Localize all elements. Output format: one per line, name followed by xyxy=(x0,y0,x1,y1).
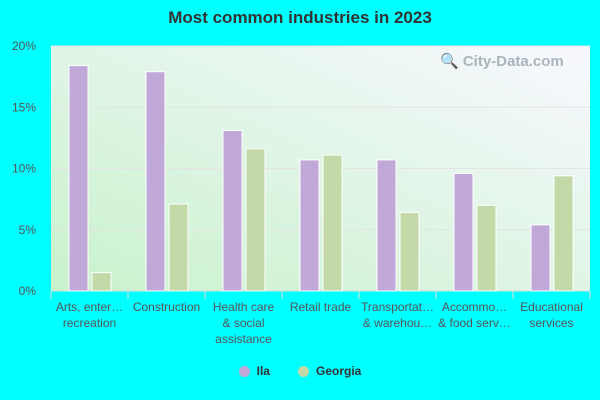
legend: Ila Georgia xyxy=(0,364,600,378)
y-tick-label: 0% xyxy=(19,284,37,298)
x-category-label: Transportat… xyxy=(361,300,434,314)
x-category-label: Health care xyxy=(213,300,275,314)
bar-ila[interactable] xyxy=(530,224,551,292)
x-category-label: Retail trade xyxy=(290,300,352,314)
y-tick-label: 15% xyxy=(12,100,36,114)
bar-ila[interactable] xyxy=(222,130,243,292)
bar-ila[interactable] xyxy=(299,159,320,292)
x-category-label: & food serv… xyxy=(438,316,511,330)
legend-item[interactable]: Ila xyxy=(238,364,270,378)
x-category-label: & social xyxy=(222,316,264,330)
y-tick-label: 5% xyxy=(19,223,37,237)
bar-georgia[interactable] xyxy=(322,154,343,292)
x-category-label: recreation xyxy=(63,316,116,330)
x-category-label: assistance xyxy=(215,332,272,346)
bar-ila[interactable] xyxy=(453,172,474,292)
legend-label: Georgia xyxy=(315,364,362,378)
x-category-label: Accommo… xyxy=(442,300,507,314)
legend-swatch xyxy=(297,365,309,377)
y-tick-label: 10% xyxy=(12,162,36,176)
bar-georgia[interactable] xyxy=(476,204,497,292)
x-category-label: Arts, enter… xyxy=(56,300,123,314)
bar-georgia[interactable] xyxy=(399,212,420,292)
legend-label: Ila xyxy=(256,364,270,378)
bar-georgia[interactable] xyxy=(168,203,189,292)
watermark: 🔍 City-Data.com xyxy=(440,53,564,70)
y-tick-label: 20% xyxy=(12,39,36,53)
bar-ila[interactable] xyxy=(68,65,89,292)
legend-swatch xyxy=(238,365,250,377)
bar-ila[interactable] xyxy=(145,71,166,292)
bar-georgia[interactable] xyxy=(91,272,112,292)
x-category-label: services xyxy=(529,316,573,330)
chart-title: Most common industries in 2023 xyxy=(168,8,432,27)
x-category-label: & warehou… xyxy=(363,316,432,330)
bar-ila[interactable] xyxy=(376,159,397,292)
bar-georgia[interactable] xyxy=(245,148,266,292)
x-category-label: Educational xyxy=(520,300,583,314)
x-category-label: Construction xyxy=(133,300,200,314)
bar-georgia[interactable] xyxy=(553,175,574,292)
legend-item[interactable]: Georgia xyxy=(297,364,362,378)
